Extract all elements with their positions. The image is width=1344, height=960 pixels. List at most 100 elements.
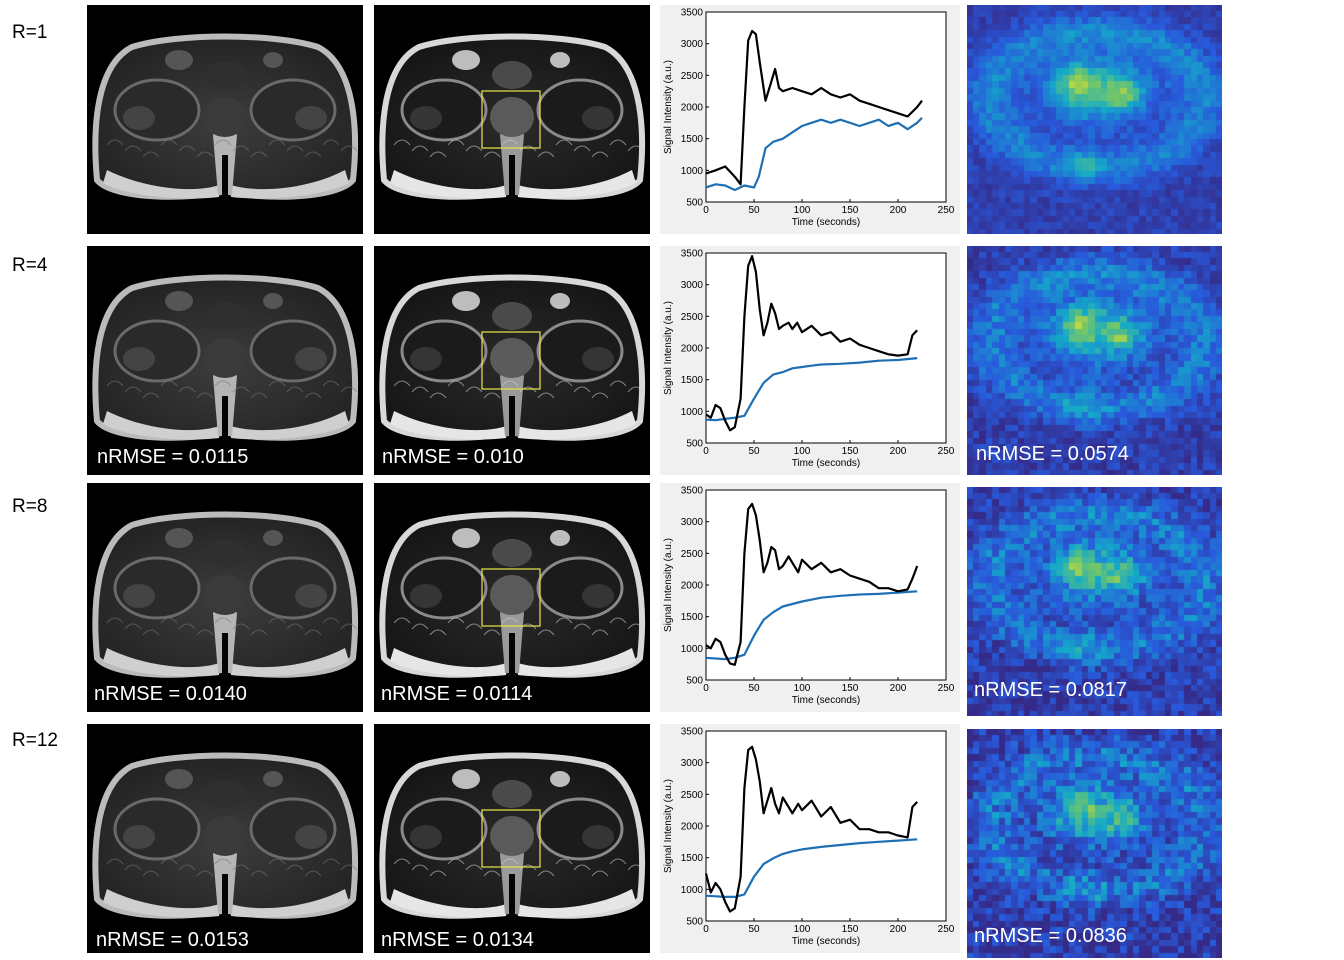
x-tick-label: 150 (842, 683, 859, 694)
posterior-fat-left (390, 411, 506, 440)
y-tick-label: 3000 (681, 280, 704, 291)
x-tick-label: 200 (890, 446, 907, 457)
muscle-texture (609, 139, 627, 146)
anterior-vessel-right (263, 293, 283, 309)
muscle-texture (250, 392, 268, 399)
black-curve (705, 502, 919, 666)
anterior-vessel-left (165, 528, 193, 548)
row-label-r4: R=4 (12, 255, 48, 276)
nrmse-original-r12: nRMSE = 0.0153 (96, 929, 249, 951)
black-curve (704, 745, 919, 913)
plot-svg: 0 50 100 150 200 250 500 1000 1500 2000 2500 3000 35… (663, 486, 955, 707)
muscle-texture (573, 864, 591, 871)
anterior-vessel-right (263, 530, 283, 546)
muscle-texture (268, 139, 286, 146)
muscle-texture (214, 380, 232, 387)
muscle-texture (501, 139, 519, 146)
muscle-texture (160, 139, 178, 146)
mri-enhanced-r4: nRMSE = 0.010 (374, 246, 650, 475)
posterior-fat-left (390, 170, 506, 199)
prostate (203, 338, 247, 378)
y-tick-label: 2500 (681, 71, 704, 82)
muscle-texture (196, 151, 214, 158)
muscle-texture (322, 380, 340, 387)
muscle-texture (447, 139, 465, 146)
anterior-vessel-left (165, 291, 193, 311)
muscle-texture (501, 617, 519, 624)
heatmap-canvas (967, 5, 1222, 234)
anterior-vessel-right (550, 530, 570, 546)
blue-curve (705, 357, 918, 422)
mri-enhanced-r8: nRMSE = 0.0114 (374, 483, 650, 712)
muscle-texture (196, 629, 214, 636)
muscle-texture (609, 380, 627, 387)
x-tick-label: 100 (794, 683, 811, 694)
muscle-texture (286, 145, 304, 152)
x-tick-label: 200 (890, 924, 907, 935)
y-tick-label: 2500 (681, 790, 704, 801)
muscle-texture (304, 870, 322, 877)
nrmse-enhanced-r4: nRMSE = 0.010 (382, 446, 524, 468)
muscle-texture (393, 139, 411, 146)
nrmse-map-r4: nRMSE = 0.0574 (976, 443, 1129, 465)
muscle-texture (214, 139, 232, 146)
left-femoral-head (410, 584, 442, 608)
muscle-texture (537, 392, 555, 399)
x-tick-label: 50 (748, 446, 760, 457)
nrmse-map-r8: nRMSE = 0.0817 (974, 679, 1127, 701)
plot-svg: 0 50 100 150 200 250 500 1000 1500 2000 2500 3000 35… (663, 249, 955, 470)
muscle-texture (591, 629, 609, 636)
muscle-texture (106, 139, 124, 146)
y-tick-label: 2000 (681, 103, 704, 114)
left-femoral-head (123, 347, 155, 371)
muscle-texture (429, 151, 447, 158)
muscle-texture (214, 617, 232, 624)
y-tick-label: 500 (686, 676, 703, 687)
muscle-texture (537, 151, 555, 158)
muscle-texture (465, 623, 483, 630)
heatmap-canvas (967, 487, 1222, 716)
heatmap-r4: nRMSE = 0.0574 (967, 246, 1222, 475)
muscle-texture (250, 151, 268, 158)
posterior-fat-right (518, 411, 636, 440)
y-tick-label: 1000 (681, 644, 704, 655)
x-tick-label: 50 (748, 924, 760, 935)
muscle-texture (160, 380, 178, 387)
muscle-texture (393, 380, 411, 387)
left-femoral-head (410, 106, 442, 130)
anterior-vessel-right (550, 293, 570, 309)
muscle-texture (465, 864, 483, 871)
muscle-texture (106, 380, 124, 387)
posterior-fat-right (518, 889, 636, 918)
posterior-fat-left (390, 889, 506, 918)
gluteal-cleft (509, 396, 515, 440)
posterior-fat-right (518, 170, 636, 199)
bladder (492, 302, 532, 330)
muscle-texture (106, 617, 124, 624)
y-axis-label: Signal Intensity (a.u.) (663, 779, 674, 873)
posterior-fat-left (103, 411, 219, 440)
muscle-texture (429, 392, 447, 399)
nrmse-original-r4: nRMSE = 0.0115 (97, 446, 249, 468)
y-tick-label: 3500 (681, 727, 704, 738)
mri-original-r8: nRMSE = 0.0140 (87, 483, 363, 712)
muscle-texture (142, 870, 160, 877)
x-tick-label: 50 (748, 205, 760, 216)
signal-plot-r12: 0 50 100 150 200 250 500 1000 1500 2000 2500 3000 35… (660, 724, 960, 953)
muscle-texture (106, 858, 124, 865)
muscle-texture (447, 858, 465, 865)
nrmse-original-r8: nRMSE = 0.0140 (94, 683, 247, 705)
muscle-texture (286, 386, 304, 393)
gluteal-cleft (509, 633, 515, 677)
muscle-texture (555, 139, 573, 146)
roi-box (481, 90, 541, 149)
heatmap-r8: nRMSE = 0.0817 (967, 487, 1222, 716)
muscle-texture (178, 864, 196, 871)
muscle-texture (142, 392, 160, 399)
muscle-texture (555, 617, 573, 624)
anterior-vessel-right (263, 52, 283, 68)
x-tick-label: 250 (938, 924, 955, 935)
black-curve (705, 29, 923, 186)
y-tick-label: 3500 (681, 486, 704, 497)
y-tick-label: 1500 (681, 134, 704, 145)
